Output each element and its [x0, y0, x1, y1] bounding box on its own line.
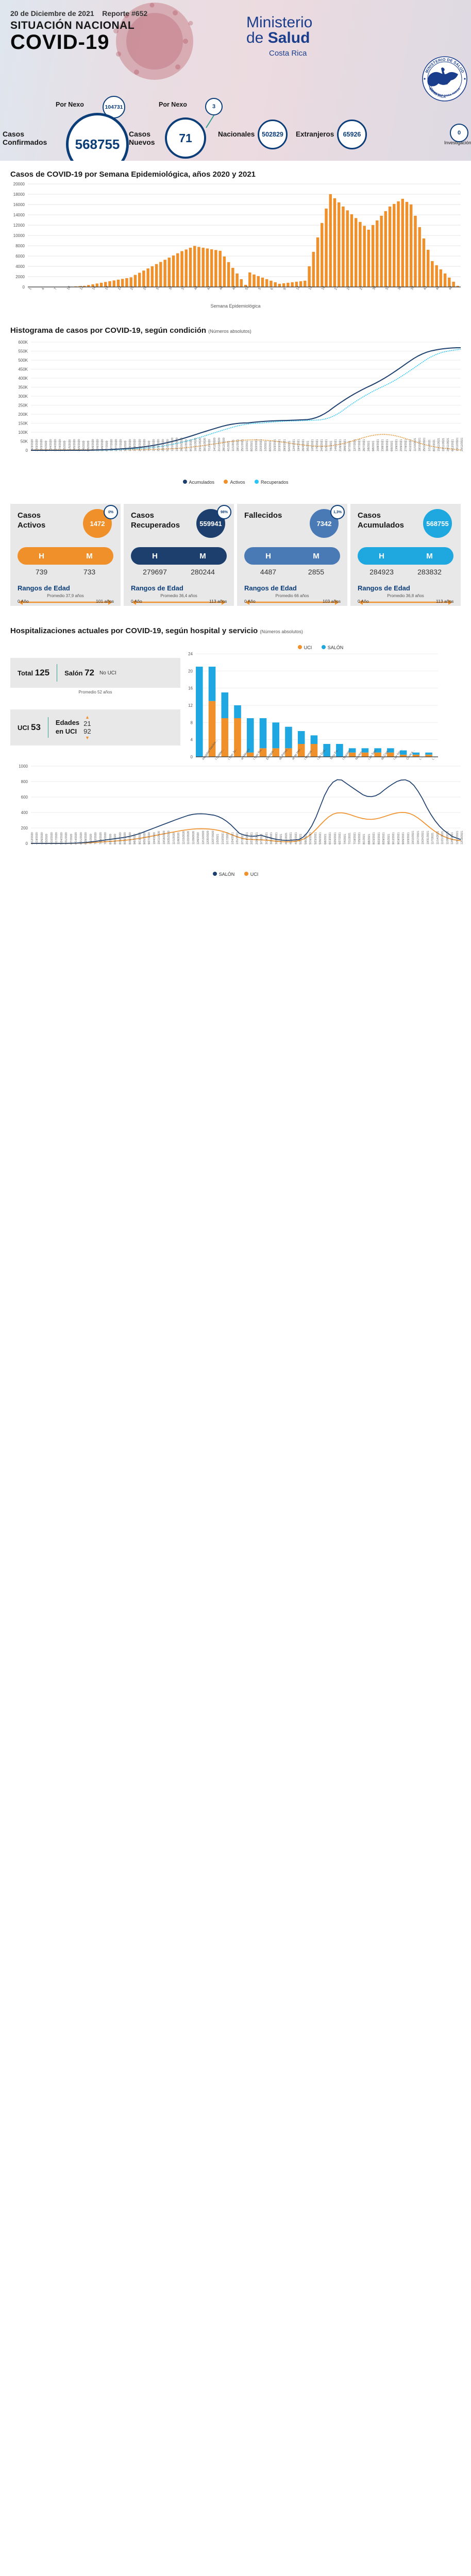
svg-text:24: 24 [188, 652, 193, 656]
svg-text:500K: 500K [18, 358, 28, 363]
svg-text:4: 4 [191, 738, 193, 742]
svg-text:10000: 10000 [13, 233, 25, 238]
svg-text:550K: 550K [18, 349, 28, 354]
svg-text:0: 0 [191, 755, 193, 759]
svg-text:6000: 6000 [15, 254, 25, 259]
svg-text:150K: 150K [18, 421, 28, 426]
svg-text:16: 16 [188, 686, 193, 691]
svg-text:12000: 12000 [13, 223, 25, 228]
svg-text:400K: 400K [18, 376, 28, 381]
svg-text:100K: 100K [18, 430, 28, 435]
svg-text:350K: 350K [18, 385, 28, 390]
svg-text:300K: 300K [18, 394, 28, 399]
svg-text:18000: 18000 [13, 192, 25, 197]
svg-text:200: 200 [21, 826, 28, 831]
svg-text:200K: 200K [18, 412, 28, 417]
svg-text:8: 8 [191, 720, 193, 725]
svg-text:0: 0 [26, 448, 28, 453]
svg-text:450K: 450K [18, 367, 28, 372]
svg-text:8000: 8000 [15, 244, 25, 248]
svg-text:20000: 20000 [13, 182, 25, 187]
svg-text:400: 400 [21, 810, 28, 815]
svg-text:20: 20 [188, 669, 193, 673]
svg-text:1000: 1000 [19, 764, 28, 769]
svg-text:0: 0 [26, 841, 28, 846]
svg-text:14000: 14000 [13, 213, 25, 217]
svg-text:600: 600 [21, 795, 28, 800]
svg-text:600K: 600K [18, 340, 28, 345]
svg-text:800: 800 [21, 779, 28, 784]
svg-text:4000: 4000 [15, 264, 25, 269]
svg-text:50K: 50K [21, 439, 28, 444]
svg-text:12: 12 [188, 703, 193, 708]
svg-text:16000: 16000 [13, 202, 25, 207]
svg-text:250K: 250K [18, 403, 28, 408]
svg-text:2000: 2000 [15, 275, 25, 279]
